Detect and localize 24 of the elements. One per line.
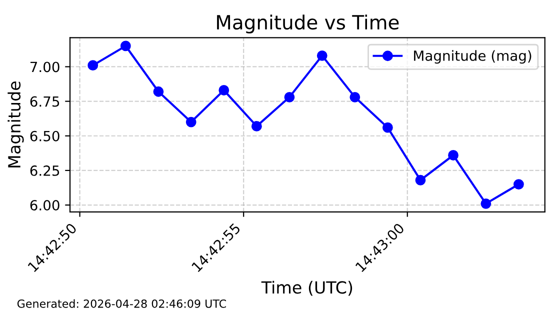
y-tick-label: 6.00 — [30, 200, 60, 211]
point — [218, 85, 230, 96]
point — [251, 120, 262, 132]
y-tick-label: 6.50 — [30, 130, 60, 142]
point — [120, 40, 131, 52]
point — [415, 174, 426, 186]
point — [316, 50, 328, 61]
point — [513, 179, 524, 190]
point — [88, 60, 98, 71]
point — [153, 86, 164, 97]
y-tick-label: 7.00 — [30, 62, 60, 72]
point — [448, 150, 458, 160]
y-tick-label: 6.75 — [30, 96, 60, 107]
x-axis-title: Time (UTC) — [261, 280, 352, 296]
legend-label: Magnitude (mag) — [414, 50, 532, 64]
y-axis-title: Magnitude — [8, 82, 24, 168]
point — [350, 92, 360, 102]
point — [480, 198, 492, 209]
y-tick-label: 6.25 — [30, 165, 60, 176]
text: Generated: 2026-04-28 02:46:09 UTC — [17, 299, 226, 308]
point — [284, 92, 295, 102]
point — [382, 122, 393, 133]
point — [186, 116, 196, 128]
chart-title: Magnitude vs Time — [217, 14, 399, 34]
